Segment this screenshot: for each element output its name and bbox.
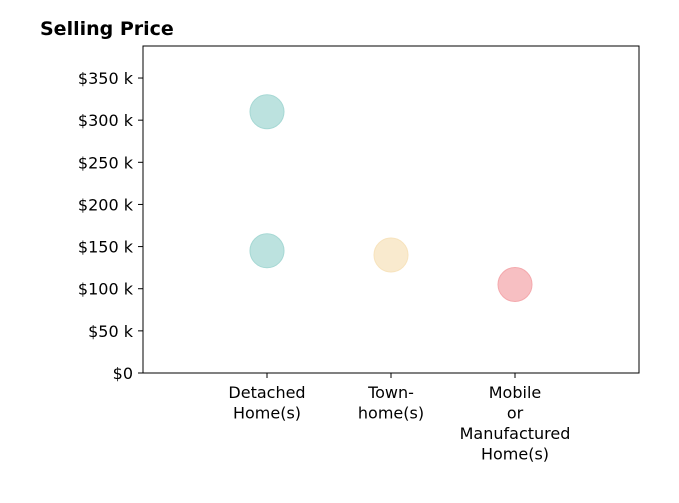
y-tick-label: $250 k xyxy=(78,153,134,172)
y-tick-label: $50 k xyxy=(88,322,134,341)
data-point xyxy=(373,237,409,273)
y-tick-label: $300 k xyxy=(78,111,134,130)
y-tick-label: $200 k xyxy=(78,195,134,214)
plot-frame xyxy=(142,45,640,374)
y-tick-label: $150 k xyxy=(78,238,134,257)
data-point xyxy=(249,94,285,130)
data-point xyxy=(249,233,285,269)
x-tick-label: Town-home(s) xyxy=(358,383,424,423)
x-tick-label: Detached Home(s) xyxy=(228,383,305,423)
y-tick-label: $350 k xyxy=(78,69,134,88)
y-tick-label: $100 k xyxy=(78,280,134,299)
y-tick-label: $0 xyxy=(113,364,133,383)
x-tick-label: Mobile or Manufactured Home(s) xyxy=(460,383,571,464)
chart-title: Selling Price xyxy=(40,18,174,40)
data-point xyxy=(497,267,533,303)
